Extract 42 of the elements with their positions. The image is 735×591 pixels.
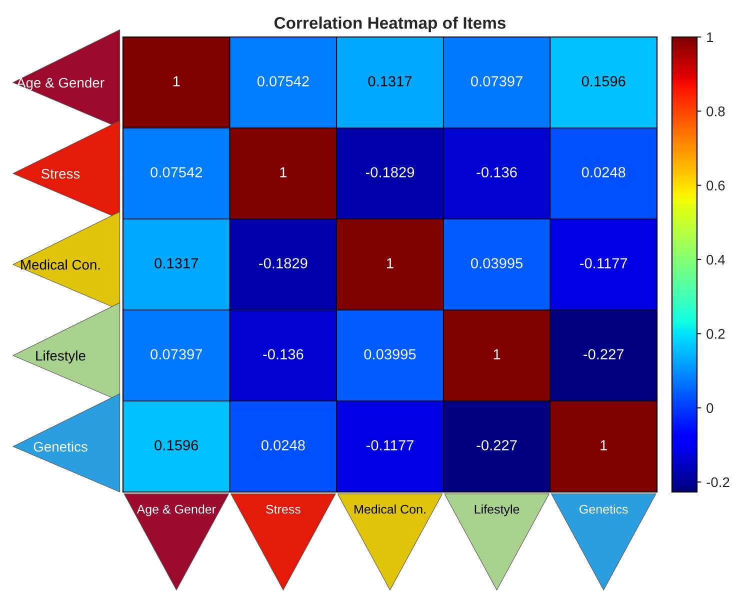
data-label: -0.1829 — [259, 258, 308, 268]
data-label: 0.07542 — [150, 167, 202, 178]
data-label: -0.227 — [584, 349, 624, 360]
data-label: 1 — [280, 167, 287, 178]
data-label: 0.07397 — [150, 349, 202, 360]
data-label: 0.07542 — [257, 76, 309, 86]
x-tick-label: Lifestyle — [474, 504, 520, 516]
data-label: -0.136 — [263, 349, 304, 360]
color-bar-label: 0.2 — [706, 328, 725, 339]
data-label: -0.227 — [476, 440, 517, 450]
y-tick-label: Stress — [41, 168, 80, 179]
color-bar-label: -0.2 — [706, 477, 730, 488]
data-label: 0.1317 — [154, 258, 198, 268]
data-label: -0.1177 — [366, 440, 414, 450]
y-tick-label: Medical Con. — [21, 259, 100, 270]
data-label: -0.136 — [476, 167, 517, 178]
data-label: 1 — [173, 76, 180, 86]
x-tick-label: Medical Con. — [354, 504, 426, 514]
color-bar-label: 1 — [707, 32, 714, 42]
data-label: 1 — [600, 440, 607, 450]
data-label: 0.0248 — [261, 440, 305, 450]
data-label: 0.1596 — [154, 440, 198, 450]
data-label: 0.1596 — [582, 76, 626, 86]
data-label: 0.03995 — [364, 349, 416, 360]
y-tick-label: Genetics — [34, 441, 88, 452]
data-label: 0.1317 — [368, 76, 412, 86]
data-label: 1 — [387, 258, 394, 268]
data-label: -0.1177 — [580, 258, 628, 268]
color-bar-label: 0.4 — [706, 254, 725, 265]
color-bar-label: 0.6 — [706, 180, 725, 190]
data-label: 0.03995 — [471, 258, 523, 268]
x-tick-label: Stress — [266, 504, 300, 514]
chart-title: Correlation Heatmap of Items — [274, 16, 506, 32]
y-tick-label: Lifestyle — [36, 350, 86, 364]
x-tick-label: Age & Gender — [136, 504, 216, 516]
data-label: 0.0248 — [582, 167, 626, 178]
x-tick-label: Genetics — [580, 504, 628, 514]
color-bar-label: 0.8 — [706, 106, 725, 116]
color-bar-label: 0 — [706, 403, 714, 413]
data-label: 1 — [494, 349, 500, 360]
data-label: 0.07397 — [471, 76, 522, 86]
data-label: -0.1829 — [366, 167, 414, 178]
